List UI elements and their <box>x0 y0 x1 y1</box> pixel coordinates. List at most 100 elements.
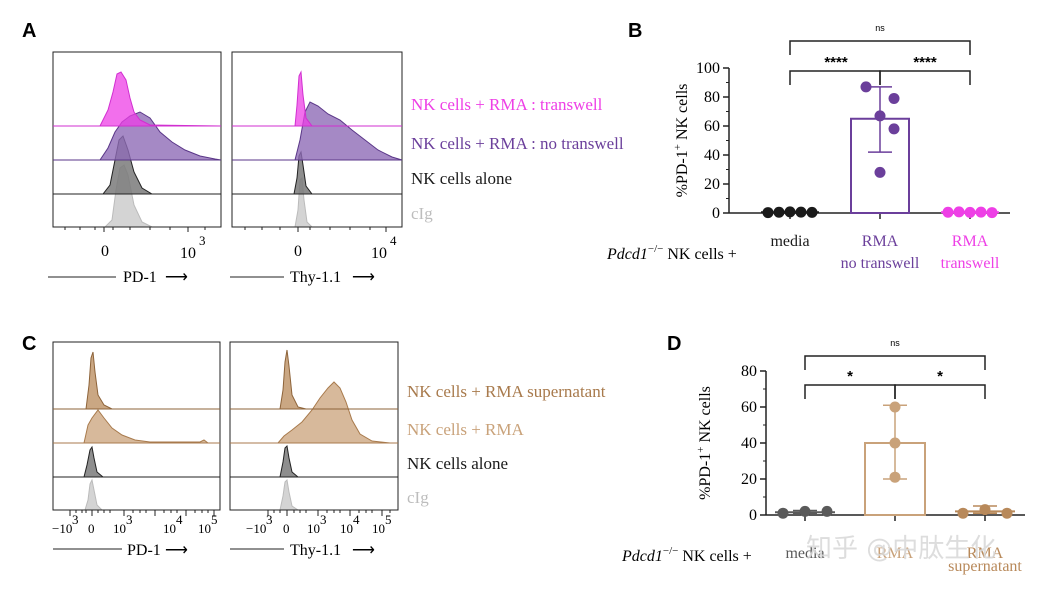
data-point <box>957 507 969 519</box>
panel-label-a: A <box>22 20 36 42</box>
tick-c1-t5: 10 <box>198 521 211 536</box>
category-label: RMA <box>877 545 914 562</box>
panel-c-histogram-pd1: −10 3 0 10 3 10 4 10 5 PD-1 ⟶ <box>52 341 221 559</box>
arrow-a1: ⟶ <box>165 269 188 286</box>
hist-c2-rma <box>230 381 398 444</box>
legend-c-rma: NK cells + RMA <box>407 420 524 439</box>
tick-a1-exp: 3 <box>199 233 206 248</box>
category-label-line2: transwell <box>941 255 1000 272</box>
hist-c2-cig <box>230 478 398 511</box>
significance-bracket <box>804 384 896 399</box>
xlabel-c2: Thy-1.1 <box>290 542 341 559</box>
significance-label: **** <box>913 54 937 71</box>
y-tick-label: 20 <box>704 176 720 193</box>
category-label: RMA <box>952 233 989 250</box>
y-tick-label: 0 <box>712 205 720 222</box>
tick-c2-t4: 10 <box>340 521 353 536</box>
prefix-b-sup: −/− <box>648 243 663 255</box>
data-point <box>986 207 998 219</box>
data-point <box>889 401 901 413</box>
xlabel-c1: PD-1 <box>127 542 161 559</box>
data-point <box>975 206 987 218</box>
xlabel-a2: Thy-1.1 <box>290 269 341 286</box>
y-tick-label: 80 <box>704 89 720 106</box>
tick-a1-zero: 0 <box>101 243 109 260</box>
y-tick-label: 60 <box>741 399 757 416</box>
data-point <box>953 206 965 218</box>
hist-c1-cig <box>53 478 220 511</box>
y-tick-label: 20 <box>741 471 757 488</box>
significance-label: ns <box>890 338 900 348</box>
data-point <box>799 505 811 517</box>
tick-c1-zero: 0 <box>88 521 95 536</box>
data-point <box>888 123 900 135</box>
tick-c2-t4-exp: 4 <box>353 512 360 527</box>
prefix-d-sup: −/− <box>663 545 678 557</box>
significance-label: * <box>847 368 853 385</box>
data-point <box>773 206 785 218</box>
panel-c-legend: NK cells + RMA supernatant NK cells + RM… <box>407 382 606 507</box>
hist-a2-no-transwell <box>232 101 403 161</box>
prefix-b-rest: NK cells + <box>663 246 736 263</box>
arrow-a2: ⟶ <box>352 269 375 286</box>
data-point <box>860 81 872 93</box>
data-point <box>777 507 789 519</box>
hist-c1-supernatant <box>53 351 220 410</box>
category-label: media <box>785 545 824 562</box>
data-point <box>795 206 807 218</box>
panel-b-bar-chart: 0 20 40 60 80 100 %PD-1+ NK cells media RMA no tr… <box>672 23 1010 272</box>
y-axis-label: %PD-1+ NK cells <box>672 84 691 198</box>
tick-a2-ten: 10 <box>371 245 387 262</box>
prefix-d-rest: NK cells + <box>678 548 751 565</box>
hist-a2-cig <box>232 176 402 228</box>
panel-a-histogram-pd1: 0 10 3 PD-1 ⟶ <box>48 51 222 286</box>
tick-c1-neg-exp: 3 <box>72 512 79 527</box>
legend-c-nk-alone: NK cells alone <box>407 454 508 473</box>
xlabel-a1: PD-1 <box>123 269 157 286</box>
panel-a-histogram-thy: 0 10 4 Thy-1.1 ⟶ <box>230 51 403 286</box>
prefix-d-gene: Pdcd1 <box>621 548 663 565</box>
prefix-b: Pdcd1−/− NK cells + <box>606 243 737 263</box>
tick-c2-t3-exp: 3 <box>320 512 327 527</box>
significance-label: * <box>937 368 943 385</box>
tick-c2-t3: 10 <box>307 521 320 536</box>
prefix-d: Pdcd1−/− NK cells + <box>621 545 752 565</box>
legend-a-cig: cIg <box>411 204 433 223</box>
panel-label-b: B <box>628 20 642 42</box>
category-label: RMA <box>967 545 1004 562</box>
panel-c-histogram-thy: −10 3 0 10 3 10 4 10 5 Thy-1.1 ⟶ <box>229 341 399 559</box>
tick-c1-neg: −10 <box>52 521 72 536</box>
data-point <box>874 110 886 122</box>
tick-c2-t5-exp: 5 <box>385 512 392 527</box>
tick-a2-exp: 4 <box>390 233 397 248</box>
significance-bracket <box>879 70 971 85</box>
prefix-b-gene: Pdcd1 <box>606 246 648 263</box>
y-tick-label: 40 <box>741 435 757 452</box>
hist-c1-rma <box>53 409 220 444</box>
y-tick-label: 60 <box>704 118 720 135</box>
data-point <box>806 206 818 218</box>
hist-a2-transwell <box>232 70 402 127</box>
tick-c2-zero: 0 <box>283 521 290 536</box>
tick-c2-neg-exp: 3 <box>266 512 273 527</box>
tick-c2-t5: 10 <box>372 521 385 536</box>
hist-c2-supernatant <box>230 349 398 410</box>
data-point <box>964 206 976 218</box>
hist-c1-nk-alone <box>53 445 220 478</box>
data-point <box>784 206 796 218</box>
significance-bracket <box>894 384 986 399</box>
category-label-line2: supernatant <box>948 558 1022 575</box>
data-point <box>874 166 886 178</box>
arrow-c1: ⟶ <box>165 542 188 559</box>
tick-c1-t4-exp: 4 <box>176 512 183 527</box>
y-tick-label: 100 <box>696 60 720 77</box>
data-point <box>942 206 954 218</box>
tick-a2-zero: 0 <box>294 243 302 260</box>
panel-label-c: C <box>22 333 36 355</box>
tick-c2-neg: −10 <box>246 521 266 536</box>
watermark: 知乎 @中肽生化 <box>806 534 996 564</box>
tick-a1-ten: 10 <box>180 245 196 262</box>
data-point <box>821 505 833 517</box>
